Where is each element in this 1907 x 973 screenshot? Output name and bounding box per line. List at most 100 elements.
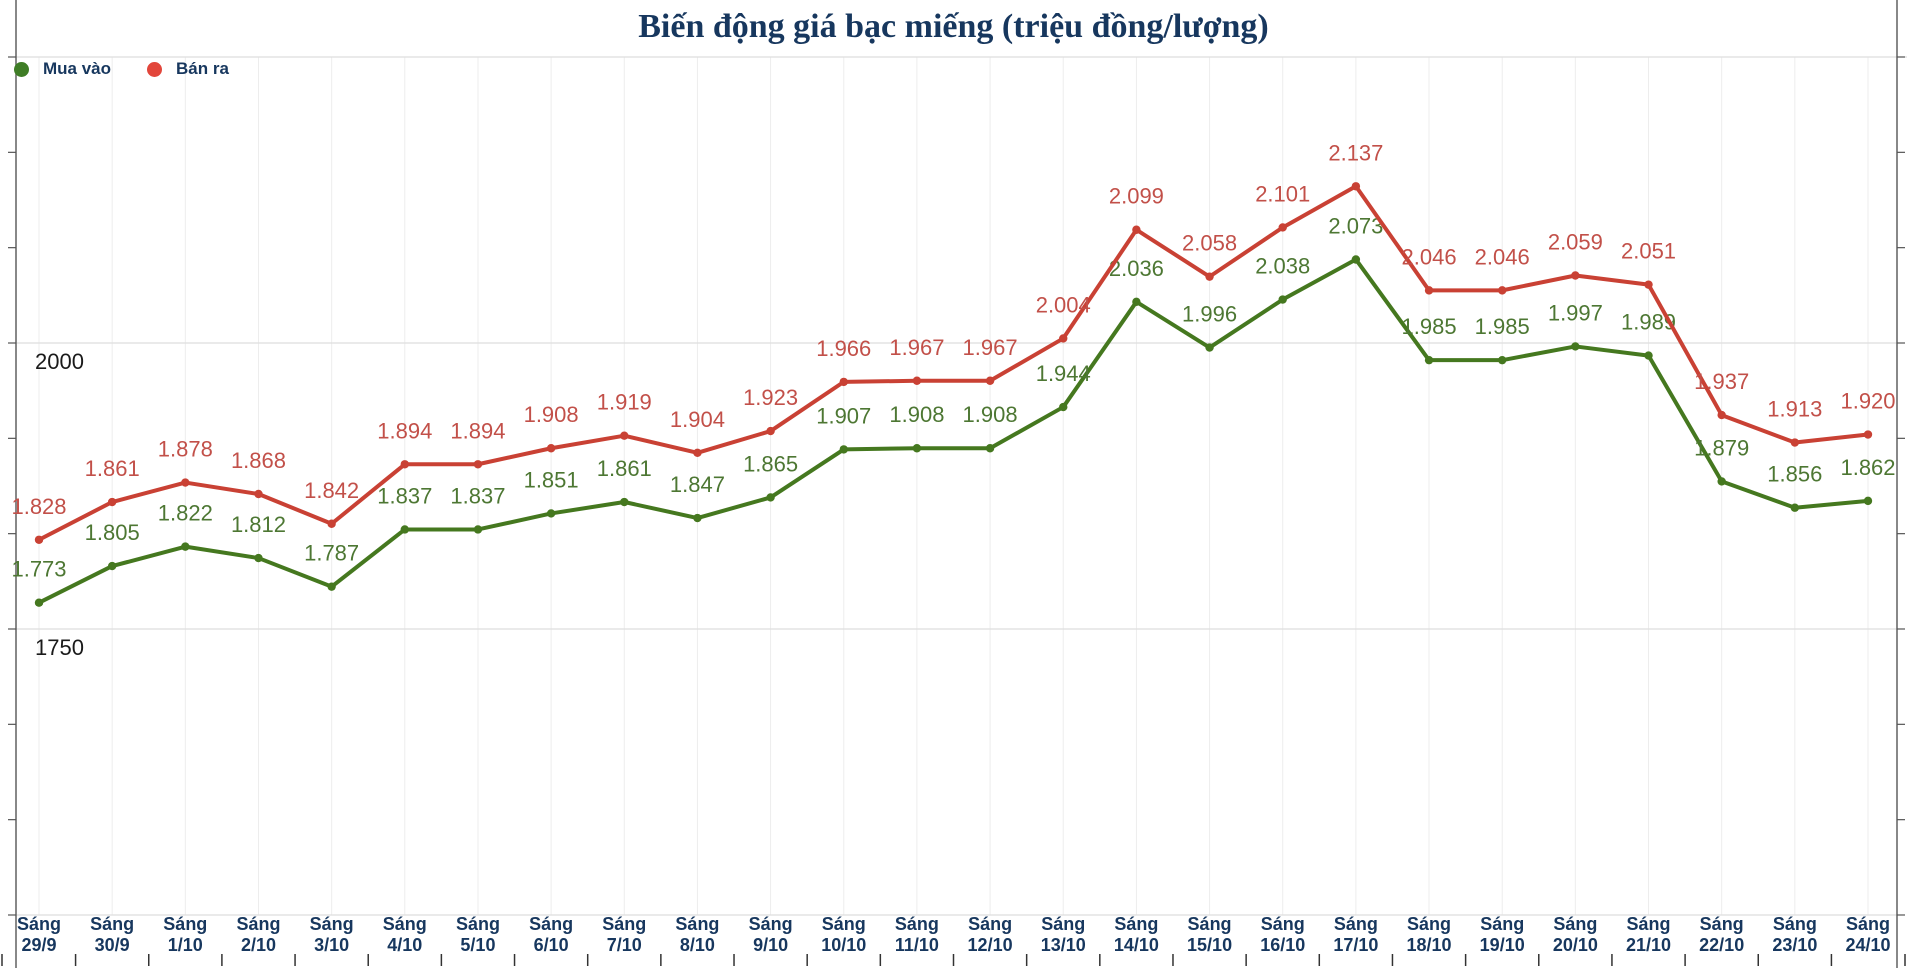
buy-data-point[interactable] (1059, 402, 1068, 412)
buy-data-point[interactable] (546, 509, 556, 518)
buy-data-label: 1.862 (1840, 455, 1895, 480)
sell-data-label: 1.828 (11, 494, 66, 519)
sell-data-point[interactable] (400, 460, 409, 469)
sell-data-label: 2.051 (1621, 239, 1676, 264)
legend-item-sell[interactable]: Bán ra (147, 59, 229, 79)
sell-data-label: 2.137 (1328, 140, 1383, 165)
buy-data-label: 1.908 (963, 402, 1018, 427)
sell-data-point[interactable] (473, 460, 483, 469)
buy-data-point[interactable] (1132, 297, 1141, 307)
sell-data-label: 2.046 (1475, 244, 1530, 269)
x-axis-label: Sáng 8/10 (675, 914, 719, 955)
buy-data-point[interactable] (1424, 355, 1434, 365)
sell-series-line (37, 184, 1870, 542)
buy-data-point[interactable] (327, 582, 336, 591)
sell-data-point[interactable] (1132, 225, 1141, 234)
sell-data-label: 1.894 (377, 418, 432, 443)
x-axis-label: Sáng 14/10 (1114, 914, 1159, 955)
sell-data-label: 2.004 (1036, 292, 1091, 317)
x-axis-label: Sáng 5/10 (456, 914, 500, 955)
sell-data-point[interactable] (254, 489, 263, 499)
sell-data-label: 1.923 (743, 385, 798, 410)
sell-data-point[interactable] (327, 519, 336, 528)
sell-data-label: 1.861 (85, 456, 140, 481)
buy-data-point[interactable] (839, 445, 848, 454)
legend-label-sell: Bán ra (176, 59, 229, 78)
buy-data-point[interactable] (766, 493, 775, 502)
buy-data-point[interactable] (1790, 503, 1800, 512)
sell-data-point[interactable] (1424, 286, 1434, 295)
buy-data-point[interactable] (693, 513, 702, 523)
buy-data-point[interactable] (1644, 351, 1653, 360)
buy-data-label: 1.996 (1182, 302, 1237, 327)
buy-data-point[interactable] (1863, 496, 1873, 506)
buy-data-label: 1.908 (889, 402, 944, 427)
x-axis-label: Sáng 19/10 (1480, 914, 1525, 955)
chart-title: Biến động giá bạc miếng (triệu đồng/lượn… (638, 8, 1269, 45)
sell-data-point[interactable] (693, 448, 702, 458)
buy-data-label: 1.837 (377, 483, 432, 508)
sell-data-point[interactable] (1278, 223, 1287, 232)
sell-data-label: 1.967 (889, 335, 944, 360)
sell-data-label: 2.046 (1402, 244, 1457, 269)
sell-data-point[interactable] (1205, 272, 1214, 281)
x-axis-label: Sáng 12/10 (968, 914, 1013, 955)
buy-data-point[interactable] (254, 553, 263, 563)
sell-data-label: 1.894 (450, 418, 505, 443)
buy-data-label: 2.038 (1255, 254, 1310, 279)
buy-data-label: 1.865 (743, 451, 798, 476)
buy-data-point[interactable] (1498, 355, 1507, 365)
sell-data-point[interactable] (107, 497, 117, 507)
sell-data-point[interactable] (181, 478, 190, 487)
buy-data-label: 1.773 (11, 557, 66, 582)
sell-data-point[interactable] (1790, 438, 1800, 447)
buy-series-dot-icon (14, 61, 29, 77)
buy-data-point[interactable] (34, 598, 44, 607)
buy-data-point[interactable] (1351, 255, 1361, 264)
sell-data-point[interactable] (766, 426, 775, 436)
sell-data-point[interactable] (839, 377, 848, 387)
x-axis-label: Sáng 15/10 (1187, 914, 1232, 955)
buy-data-point[interactable] (1571, 342, 1580, 351)
buy-data-point[interactable] (985, 444, 995, 453)
x-axis-label: Sáng 9/10 (749, 914, 793, 955)
buy-data-label: 1.822 (158, 501, 213, 526)
sell-data-point[interactable] (985, 376, 995, 385)
sell-data-point[interactable] (912, 376, 922, 385)
sell-data-label: 1.920 (1840, 389, 1895, 414)
x-axis-label: Sáng 6/10 (529, 914, 573, 955)
buy-data-point[interactable] (912, 444, 922, 453)
sell-data-point[interactable] (1717, 410, 1726, 420)
sell-data-point[interactable] (546, 444, 556, 453)
buy-data-point[interactable] (181, 542, 190, 551)
legend-item-buy[interactable]: Mua vào (14, 59, 111, 79)
sell-data-label: 2.059 (1548, 230, 1603, 255)
sell-data-point[interactable] (1351, 182, 1361, 191)
x-axis-label: Sáng 13/10 (1041, 914, 1086, 955)
x-axis-label: Sáng 10/10 (821, 914, 866, 955)
x-axis-label: Sáng 1/10 (163, 914, 207, 955)
buy-data-label: 2.073 (1328, 213, 1383, 238)
buy-data-point[interactable] (1717, 477, 1726, 486)
sell-data-point[interactable] (1571, 271, 1580, 280)
sell-data-point[interactable] (1644, 280, 1653, 289)
sell-data-point[interactable] (620, 431, 629, 440)
buy-data-label: 1.805 (85, 520, 140, 545)
buy-data-point[interactable] (107, 561, 117, 571)
sell-data-point[interactable] (1863, 430, 1873, 439)
buy-data-point[interactable] (1205, 343, 1214, 352)
buy-data-label: 1.837 (450, 483, 505, 508)
buy-data-point[interactable] (400, 525, 409, 534)
buy-data-point[interactable] (1278, 295, 1287, 304)
x-axis-label: Sáng 23/10 (1772, 914, 1817, 955)
sell-data-label: 1.913 (1767, 397, 1822, 422)
x-axis-label: Sáng 4/10 (383, 914, 427, 955)
sell-data-point[interactable] (34, 535, 44, 544)
sell-data-point[interactable] (1059, 334, 1068, 343)
buy-data-point[interactable] (473, 525, 483, 534)
buy-data-point[interactable] (620, 497, 629, 507)
sell-data-label: 1.908 (524, 402, 579, 427)
sell-data-point[interactable] (1498, 286, 1507, 295)
x-axis-label: Sáng 22/10 (1699, 914, 1744, 955)
